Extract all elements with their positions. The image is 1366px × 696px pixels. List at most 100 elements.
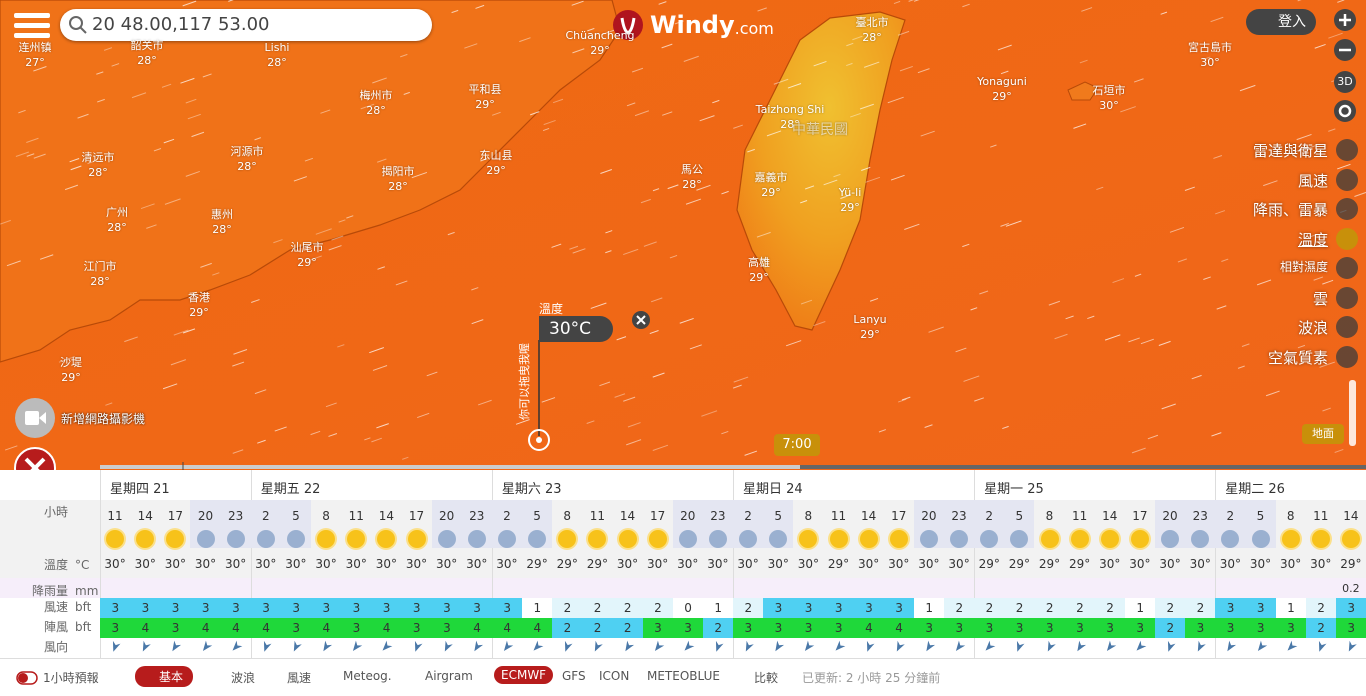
level-label[interactable]: 地面: [1302, 424, 1344, 444]
layer-item[interactable]: 降雨、雷暴: [1252, 201, 1328, 219]
layer-icon[interactable]: [1336, 257, 1358, 279]
city-label: Yonaguni 29°: [977, 74, 1027, 104]
hour: 20: [438, 509, 455, 523]
search-box[interactable]: 20 48.00,117 53.00: [60, 9, 432, 41]
day-label[interactable]: 星期五 22: [260, 482, 321, 497]
layer-icon[interactable]: [1336, 286, 1358, 309]
wind-streak: [572, 48, 585, 54]
model[interactable]: METEOBLUE: [647, 669, 720, 683]
wind-streak: [191, 131, 205, 138]
wind: 2: [1185, 598, 1216, 618]
tab[interactable]: 基本: [135, 666, 194, 687]
wind-streak: [400, 53, 408, 58]
layer-icon[interactable]: [1336, 345, 1358, 368]
tab[interactable]: 波浪: [231, 671, 256, 685]
wind-streak: [146, 224, 157, 229]
weather-icon: [1100, 530, 1119, 548]
close-picker[interactable]: [632, 311, 650, 329]
layer-icon[interactable]: [1336, 139, 1358, 161]
layer-icon[interactable]: [1336, 227, 1358, 250]
layer-item[interactable]: 空氣質素: [1267, 348, 1328, 367]
hourly-toggle[interactable]: [16, 671, 38, 685]
wind-streak: [70, 165, 82, 171]
temp: 30°: [1099, 557, 1121, 571]
weather-icon: [1040, 530, 1059, 548]
city-name: Taizhong Shi: [755, 103, 825, 116]
day-label[interactable]: 星期日 24: [743, 482, 803, 497]
region-label: 中華民國: [792, 122, 848, 138]
zoom-out[interactable]: [1334, 39, 1356, 61]
day-label[interactable]: 星期四 21: [110, 482, 170, 497]
level-slider[interactable]: [1349, 380, 1356, 446]
wind-dir: [775, 640, 785, 652]
layer-item[interactable]: 相對濕度: [1279, 260, 1328, 274]
layer-item[interactable]: 風速: [1297, 171, 1328, 190]
hour: 20: [197, 509, 214, 523]
city-name: Yonaguni: [977, 75, 1027, 88]
hour: 2: [744, 509, 752, 523]
gust: 3: [1124, 618, 1156, 638]
layer-icon[interactable]: [1336, 168, 1358, 191]
wind: 2: [642, 598, 674, 618]
hurricane-button[interactable]: [1334, 100, 1356, 122]
gust: 4: [130, 618, 161, 638]
wind-streak: [990, 144, 997, 148]
webcam-button[interactable]: [15, 398, 55, 438]
arrow: [715, 640, 724, 652]
layer-item[interactable]: 雲: [1312, 289, 1328, 308]
model[interactable]: ECMWF: [494, 666, 554, 684]
login-button[interactable]: 登入: [1246, 9, 1316, 35]
day-label[interactable]: 星期二 26: [1225, 482, 1285, 497]
model[interactable]: ICON: [599, 669, 630, 683]
city-temp: 28°: [212, 223, 232, 236]
island: [1067, 81, 1099, 101]
tab[interactable]: Meteog.: [343, 669, 392, 683]
gust: 2: [1155, 618, 1186, 638]
layer-item[interactable]: 雷達與衛星: [1252, 142, 1328, 160]
picker-ring[interactable]: [528, 429, 550, 451]
weather-icon: [347, 530, 366, 548]
arrow: [414, 640, 422, 652]
day-label[interactable]: 星期六 23: [501, 482, 562, 497]
wind-streak: [1328, 128, 1336, 132]
layer-icon[interactable]: [1336, 316, 1358, 338]
hourly-label[interactable]: 1小時預報: [43, 671, 99, 685]
weather-icon: [1341, 530, 1360, 548]
wind-streak: [634, 110, 650, 117]
wind-streak: [846, 42, 854, 47]
layer-icon[interactable]: [1336, 198, 1358, 220]
wind-streak: [1296, 133, 1312, 141]
wind-streak: [627, 422, 641, 428]
weather-icon: [950, 530, 969, 548]
tab[interactable]: 風速: [287, 671, 312, 685]
temp: 30°: [285, 557, 307, 571]
wind: 3: [823, 598, 855, 618]
wind-streak: [164, 198, 181, 205]
map[interactable]: 20 48.00,117 53.00 Windy .com 登入 3D 连州镇 27…: [0, 0, 1366, 470]
layer-item[interactable]: 波浪: [1297, 319, 1328, 337]
close-button[interactable]: [14, 447, 56, 470]
wind-streak: [1191, 374, 1202, 380]
layer-item[interactable]: 溫度: [1297, 230, 1328, 249]
wind-streak: [1096, 186, 1104, 191]
tab[interactable]: Airgram: [425, 669, 473, 683]
wind-streak: [897, 30, 910, 36]
arrow: [1017, 640, 1025, 652]
3d-button[interactable]: 3D: [1334, 71, 1356, 93]
wind-streak: [974, 397, 984, 402]
city-temp: 30°: [1099, 99, 1119, 112]
model[interactable]: GFS: [562, 669, 586, 683]
wind-streak: [18, 109, 26, 114]
wind-streak: [6, 260, 21, 267]
wind-streak: [890, 174, 905, 181]
day-label[interactable]: 星期一 25: [984, 482, 1044, 497]
wind-streak: [913, 0, 920, 2]
menu-button[interactable]: [14, 13, 50, 38]
weather-icon: [1070, 530, 1089, 548]
wind: 2: [974, 598, 1005, 618]
zoom-in[interactable]: [1334, 9, 1356, 31]
city-temp: 30°: [1200, 56, 1220, 69]
compare[interactable]: 比較: [754, 671, 779, 685]
city-label: Chüancheng 29°: [565, 28, 634, 58]
timeline-time[interactable]: 7:00: [774, 434, 820, 456]
